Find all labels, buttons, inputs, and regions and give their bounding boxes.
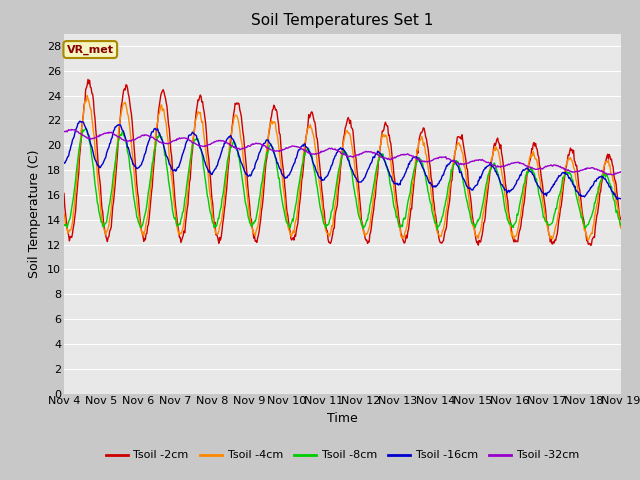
Y-axis label: Soil Temperature (C): Soil Temperature (C) xyxy=(28,149,42,278)
Legend: Tsoil -2cm, Tsoil -4cm, Tsoil -8cm, Tsoil -16cm, Tsoil -32cm: Tsoil -2cm, Tsoil -4cm, Tsoil -8cm, Tsoi… xyxy=(101,446,584,465)
Text: VR_met: VR_met xyxy=(67,44,114,55)
X-axis label: Time: Time xyxy=(327,412,358,425)
Title: Soil Temperatures Set 1: Soil Temperatures Set 1 xyxy=(252,13,433,28)
